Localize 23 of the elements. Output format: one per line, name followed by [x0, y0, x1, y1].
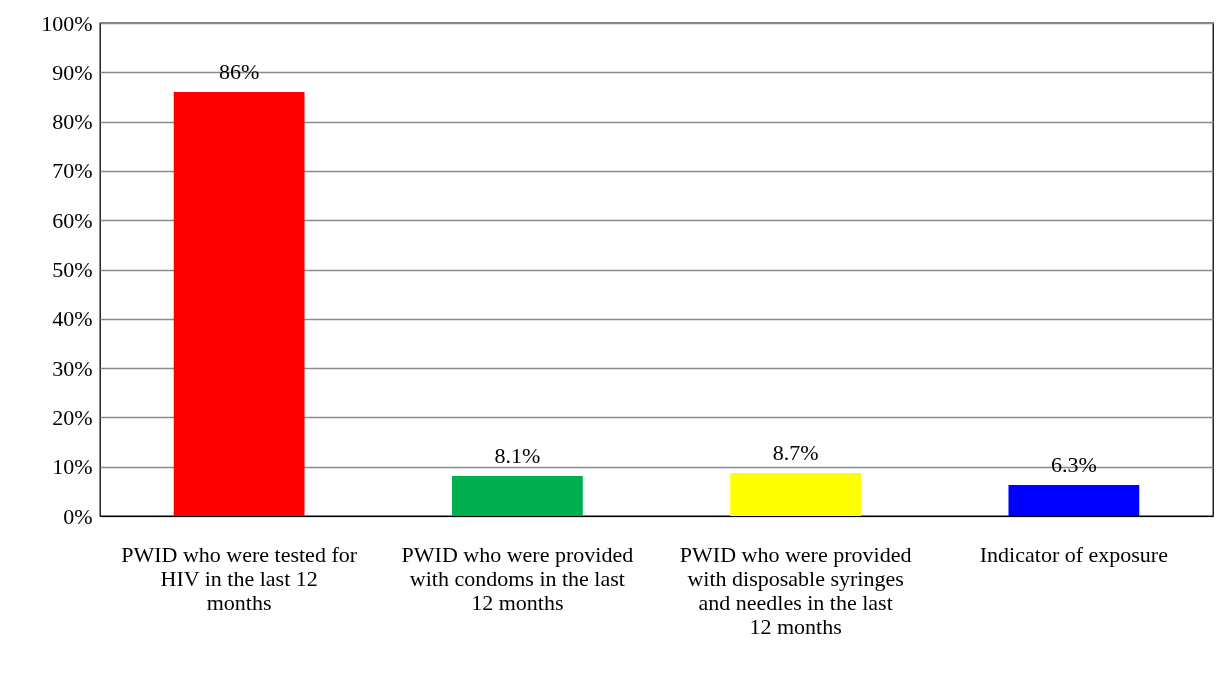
y-tick-label: 30%	[52, 355, 93, 381]
data-label: 8.7%	[772, 440, 819, 466]
x-tick-label: PWID who were provided with condoms in the last 12 months	[401, 541, 634, 615]
y-tick-label: 40%	[52, 306, 93, 332]
x-tick-label: Indicator of exposure	[979, 541, 1168, 567]
bar	[1008, 484, 1140, 516]
data-label: 86%	[218, 59, 260, 85]
bar	[451, 476, 583, 516]
y-tick-label: 90%	[52, 59, 93, 85]
x-tick-label: PWID who were provided with disposable syringes and needles in the last 12 months	[679, 541, 912, 639]
y-tick-label: 80%	[52, 109, 93, 135]
y-tick-label: 50%	[52, 257, 93, 282]
bar	[730, 473, 862, 516]
bar	[173, 92, 305, 516]
data-label: 8.1%	[494, 443, 541, 469]
x-tick-label: PWID who were tested for HIV in the last 12 months	[121, 541, 358, 615]
y-tick-label: 70%	[52, 158, 93, 184]
y-tick-label: 60%	[52, 207, 93, 233]
data-label: 6.3%	[1050, 451, 1097, 477]
y-tick-label: 0%	[63, 503, 93, 529]
y-tick-label: 100%	[41, 10, 93, 36]
y-tick-label: 20%	[52, 404, 93, 430]
y-tick-label: 10%	[52, 454, 93, 480]
